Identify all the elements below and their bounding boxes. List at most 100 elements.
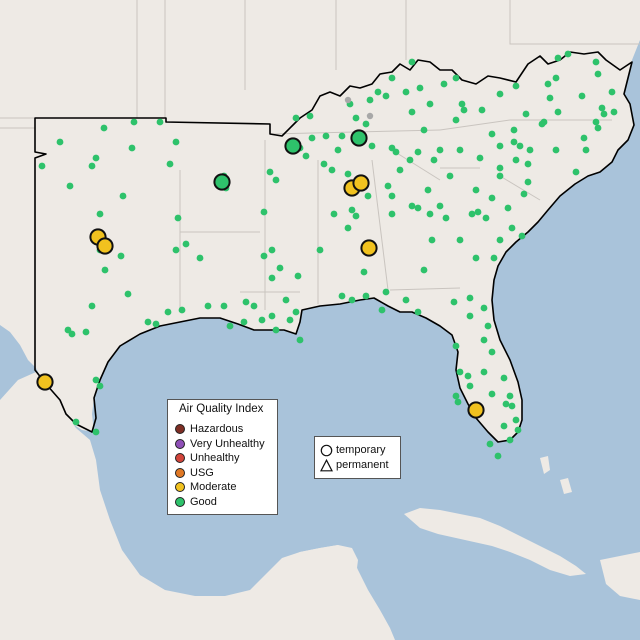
monitor-marker-small[interactable]	[266, 168, 274, 176]
monitor-marker-small[interactable]	[119, 192, 127, 200]
monitor-marker-small[interactable]	[260, 208, 268, 216]
monitor-marker-small[interactable]	[96, 382, 104, 390]
monitor-marker-small[interactable]	[268, 246, 276, 254]
monitor-marker-small[interactable]	[166, 160, 174, 168]
monitor-marker-small[interactable]	[408, 202, 416, 210]
monitor-marker-small[interactable]	[338, 292, 346, 300]
monitor-marker-small[interactable]	[182, 240, 190, 248]
monitor-marker-small[interactable]	[474, 208, 482, 216]
monitor-marker-small[interactable]	[101, 266, 109, 274]
monitor-marker-small[interactable]	[472, 186, 480, 194]
monitor-marker-small[interactable]	[508, 402, 516, 410]
monitor-marker-small[interactable]	[472, 254, 480, 262]
monitor-marker-small[interactable]	[424, 186, 432, 194]
monitor-marker-small[interactable]	[488, 390, 496, 398]
monitor-marker-small[interactable]	[610, 108, 618, 116]
monitor-marker-small[interactable]	[402, 296, 410, 304]
monitor-marker-small[interactable]	[388, 74, 396, 82]
monitor-marker-small[interactable]	[484, 322, 492, 330]
monitor-marker-small[interactable]	[322, 132, 330, 140]
monitor-marker-small[interactable]	[512, 416, 520, 424]
monitor-marker-small[interactable]	[446, 172, 454, 180]
monitor-marker-small[interactable]	[450, 298, 458, 306]
monitor-marker-small[interactable]	[368, 142, 376, 150]
monitor-marker-small[interactable]	[144, 318, 152, 326]
monitor-marker-small[interactable]	[512, 156, 520, 164]
monitor-marker-small[interactable]	[496, 172, 504, 180]
monitor-marker-small[interactable]	[362, 292, 370, 300]
monitor-marker-small[interactable]	[578, 92, 586, 100]
monitor-marker-small[interactable]	[56, 138, 64, 146]
monitor-marker-small[interactable]	[524, 160, 532, 168]
monitor-marker-small[interactable]	[226, 322, 234, 330]
monitor-marker-small[interactable]	[572, 168, 580, 176]
monitor-marker-small[interactable]	[520, 190, 528, 198]
monitor-marker-small[interactable]	[88, 162, 96, 170]
monitor-marker-small[interactable]	[268, 274, 276, 282]
monitor-marker-small[interactable]	[388, 210, 396, 218]
monitor-marker-small[interactable]	[420, 266, 428, 274]
monitor-marker-small[interactable]	[250, 302, 258, 310]
monitor-marker-small[interactable]	[476, 154, 484, 162]
monitor-marker-small[interactable]	[516, 142, 524, 150]
monitor-marker-small[interactable]	[478, 106, 486, 114]
monitor-marker-small[interactable]	[554, 108, 562, 116]
monitor-marker-moderate[interactable]	[36, 373, 54, 391]
monitor-marker-small[interactable]	[82, 328, 90, 336]
monitor-marker-small[interactable]	[384, 182, 392, 190]
monitor-marker-small[interactable]	[524, 178, 532, 186]
monitor-marker-small[interactable]	[482, 214, 490, 222]
monitor-marker-small[interactable]	[334, 146, 342, 154]
monitor-marker-small[interactable]	[220, 302, 228, 310]
monitor-marker-moderate[interactable]	[96, 237, 114, 255]
monitor-marker-small[interactable]	[510, 126, 518, 134]
monitor-marker-small[interactable]	[426, 100, 434, 108]
monitor-marker-moderate[interactable]	[467, 401, 485, 419]
monitor-marker-small[interactable]	[130, 118, 138, 126]
monitor-marker-small[interactable]	[178, 306, 186, 314]
monitor-marker-small[interactable]	[466, 312, 474, 320]
monitor-marker-small[interactable]	[414, 308, 422, 316]
monitor-marker-small[interactable]	[494, 452, 502, 460]
monitor-marker-small[interactable]	[420, 126, 428, 134]
monitor-marker-small[interactable]	[352, 212, 360, 220]
monitor-marker-small[interactable]	[117, 252, 125, 260]
monitor-marker-small[interactable]	[388, 144, 396, 152]
monitor-marker-small[interactable]	[66, 182, 74, 190]
monitor-marker-small[interactable]	[468, 210, 476, 218]
monitor-marker-small[interactable]	[442, 214, 450, 222]
monitor-marker-small[interactable]	[460, 106, 468, 114]
monitor-marker-small[interactable]	[414, 148, 422, 156]
monitor-marker-small[interactable]	[316, 246, 324, 254]
monitor-marker-small[interactable]	[72, 418, 80, 426]
monitor-marker-small[interactable]	[554, 54, 562, 62]
monitor-marker-small[interactable]	[124, 290, 132, 298]
monitor-marker-small[interactable]	[522, 110, 530, 118]
monitor-marker-small[interactable]	[454, 398, 462, 406]
monitor-marker-small[interactable]	[428, 236, 436, 244]
monitor-marker-small[interactable]	[156, 118, 164, 126]
monitor-marker-small[interactable]	[344, 170, 352, 178]
monitor-marker-small[interactable]	[92, 428, 100, 436]
monitor-marker-small[interactable]	[382, 92, 390, 100]
monitor-marker-small[interactable]	[416, 84, 424, 92]
monitor-marker-small[interactable]	[96, 210, 104, 218]
monitor-marker-small[interactable]	[452, 74, 460, 82]
monitor-marker-small[interactable]	[128, 144, 136, 152]
monitor-marker-small[interactable]	[276, 264, 284, 272]
monitor-marker-good[interactable]	[350, 129, 368, 147]
monitor-marker-small[interactable]	[500, 374, 508, 382]
monitor-marker-small[interactable]	[452, 392, 460, 400]
monitor-marker-moderate[interactable]	[360, 239, 378, 257]
monitor-marker-small[interactable]	[464, 372, 472, 380]
monitor-marker-small[interactable]	[488, 130, 496, 138]
monitor-marker-small[interactable]	[580, 134, 588, 142]
monitor-marker-small[interactable]	[466, 294, 474, 302]
monitor-marker-good[interactable]	[213, 173, 231, 191]
monitor-marker-small[interactable]	[258, 316, 266, 324]
monitor-marker-small[interactable]	[402, 88, 410, 96]
monitor-marker-small[interactable]	[546, 94, 554, 102]
monitor-marker-small[interactable]	[480, 336, 488, 344]
monitor-marker-small[interactable]	[538, 120, 546, 128]
monitor-marker-small[interactable]	[500, 422, 508, 430]
